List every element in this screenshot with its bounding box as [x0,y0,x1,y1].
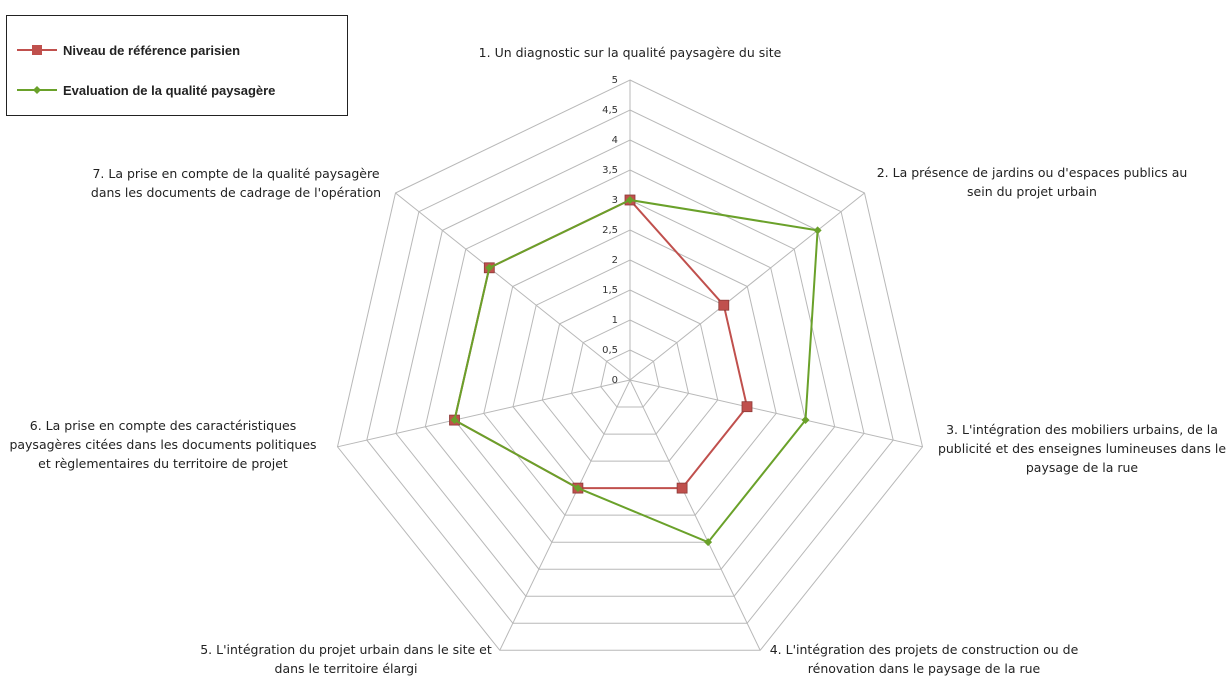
axis-label-line: 5. L'intégration du projet urbain dans l… [200,642,492,657]
legend-label-evaluation: Evaluation de la qualité paysagère [63,82,276,98]
legend-entry-evaluation: Evaluation de la qualité paysagère [17,80,275,100]
axis-label-line: 3. L'intégration des mobiliers urbains, … [946,422,1218,437]
grid-spoke [629,379,761,651]
tick-label: 2,5 [602,225,618,236]
grid-ring [600,349,660,408]
data-point [676,482,688,494]
radial-tick-labels: 0 0,5 1 1,5 2 2,5 3 3,5 4 4,5 5 [602,75,618,386]
data-series [449,194,822,547]
grid-spoke [629,192,865,381]
grid-ring [483,229,777,516]
legend-swatch-reference [17,45,57,55]
grid-ring [366,109,894,624]
series-reference [449,194,753,494]
tick-label: 2 [612,255,618,266]
grid-ring [541,289,719,462]
tick-label: 4 [612,135,618,146]
axis-label-line: dans les documents de cadrage de l'opéra… [91,185,381,200]
axis-label-line: 7. La prise en compte de la qualité pays… [92,166,379,181]
axis-label-5: 5. L'intégration du projet urbain dans l… [200,642,492,676]
data-point [573,484,582,493]
axis-label-4: 4. L'intégration des projets de construc… [770,642,1079,676]
grid-ring [570,319,690,435]
axis-label-line: paysagères citées dans les documents pol… [9,437,316,452]
data-point [704,538,713,547]
grid-spoke [395,192,631,381]
axis-label-3: 3. L'intégration des mobiliers urbains, … [938,422,1226,475]
axis-label-line: publicité et des enseignes lumineuses da… [938,441,1226,456]
axis-label-line: rénovation dans le paysage de la rue [808,661,1041,676]
tick-label: 4,5 [602,105,618,116]
legend-entry-reference: Niveau de référence parisien [17,40,240,60]
axis-label-line: 6. La prise en compte des caractéristiqu… [30,418,296,433]
grid-spoke [499,379,631,651]
axis-label-line: 1. Un diagnostic sur la qualité paysagèr… [479,45,782,60]
axis-label-line: 2. La présence de jardins ou d'espaces p… [877,165,1188,180]
tick-label: 5 [612,75,618,86]
data-point [718,299,730,311]
tick-label: 3,5 [602,165,618,176]
tick-label: 3 [612,195,618,206]
axis-label-line: sein du projet urbain [967,184,1097,199]
tick-label: 0,5 [602,345,618,356]
tick-label: 1 [612,315,618,326]
grid-ring [424,169,836,570]
axis-label-6: 6. La prise en compte des caractéristiqu… [9,418,316,471]
axis-label-line: 4. L'intégration des projets de construc… [770,642,1079,657]
data-point [741,401,753,413]
grid-spoke [629,379,923,448]
grid-ring [336,79,924,651]
axis-label-1: 1. Un diagnostic sur la qualité paysagèr… [479,45,782,60]
data-point [450,416,459,425]
axis-label-line: dans le territoire élargi [275,661,418,676]
legend-label-reference: Niveau de référence parisien [63,42,241,58]
series-evaluation [450,196,822,547]
series-line [453,198,819,544]
grid-spoke [337,379,631,448]
tick-label: 1,5 [602,285,618,296]
grid-ring [395,139,865,597]
radar-grid [336,79,924,651]
axis-label-line: et règlementaires du territoire de proje… [38,456,288,471]
legend: Niveau de référence parisien Evaluation … [6,15,348,116]
axis-label-line: paysage de la rue [1026,460,1139,475]
axis-label-2: 2. La présence de jardins ou d'espaces p… [877,165,1188,199]
data-point [813,226,822,235]
data-point [801,416,810,425]
tick-label: 0 [612,375,618,386]
data-point [626,196,634,204]
axis-category-labels: 1. Un diagnostic sur la qualité paysagèr… [9,45,1226,676]
data-point [485,263,494,272]
axis-label-7: 7. La prise en compte de la qualité pays… [91,166,381,200]
legend-swatch-evaluation [17,86,57,94]
